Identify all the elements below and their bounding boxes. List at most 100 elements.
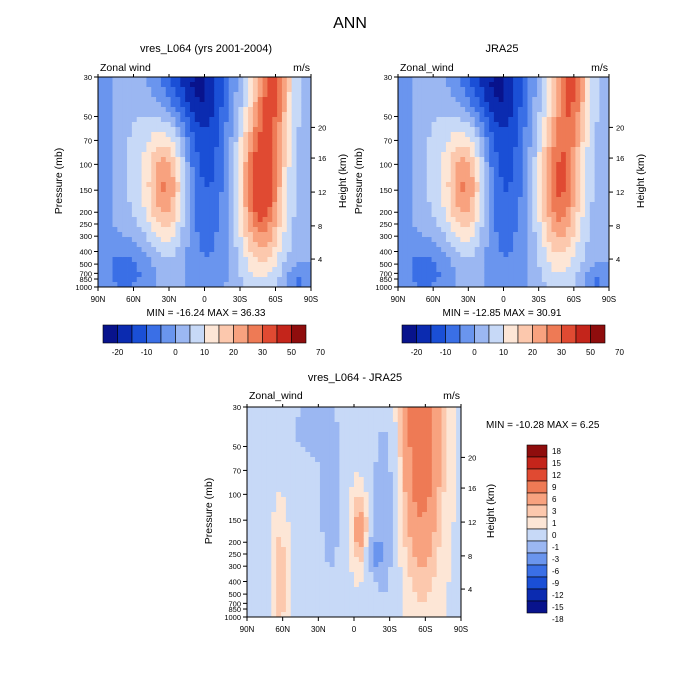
- contour-cell: [489, 167, 495, 173]
- contour-cell: [286, 87, 293, 93]
- contour-cell: [561, 277, 567, 283]
- contour-cell: [363, 472, 369, 478]
- contour-cell: [281, 547, 287, 553]
- contour-cell: [589, 122, 596, 128]
- contour-cell: [585, 262, 591, 268]
- contour-cell: [493, 132, 500, 138]
- contour-cell: [180, 77, 186, 83]
- contour-cell: [373, 467, 379, 473]
- contour-cell: [160, 202, 167, 208]
- contour-cell: [551, 112, 557, 118]
- contour-cell: [256, 497, 262, 503]
- contour-cell: [219, 112, 225, 118]
- colorbar-swatch: [233, 324, 249, 344]
- contour-cell: [228, 107, 234, 113]
- contour-cell: [267, 277, 273, 283]
- contour-cell: [306, 122, 312, 128]
- contour-cell: [479, 197, 485, 203]
- contour-cell: [417, 132, 423, 138]
- contour-cell: [228, 242, 234, 248]
- contour-cell: [233, 132, 239, 138]
- contour-cell: [247, 537, 253, 543]
- contour-cell: [469, 192, 476, 198]
- contour-cell: [570, 182, 576, 188]
- contour-cell: [324, 432, 331, 438]
- contour-cell: [170, 202, 176, 208]
- contour-cell: [199, 242, 205, 248]
- contour-cell: [214, 122, 220, 128]
- contour-cell: [565, 82, 572, 88]
- contour-cell: [107, 277, 113, 283]
- contour-cell: [146, 102, 152, 108]
- contour-cell: [107, 132, 113, 138]
- contour-cell: [107, 222, 113, 228]
- contour-cell: [136, 207, 142, 213]
- contour-cell: [407, 102, 413, 108]
- contour-cell: [556, 277, 562, 283]
- contour-cell: [517, 157, 524, 163]
- contour-cell: [541, 207, 548, 213]
- contour-cell: [599, 77, 605, 83]
- contour-cell: [339, 502, 345, 508]
- contour-cell: [256, 577, 262, 583]
- contour-cell: [257, 132, 263, 138]
- contour-cell: [271, 462, 277, 468]
- contour-cell: [160, 197, 167, 203]
- contour-cell: [556, 142, 562, 148]
- contour-cell: [407, 272, 413, 278]
- contour-cell: [281, 472, 287, 478]
- contour-cell: [556, 87, 562, 93]
- contour-cell: [465, 132, 471, 138]
- contour-cell: [546, 142, 552, 148]
- contour-cell: [223, 272, 230, 278]
- contour-cell: [175, 177, 181, 183]
- contour-cell: [295, 582, 301, 588]
- contour-cell: [248, 162, 254, 168]
- contour-cell: [513, 92, 519, 98]
- contour-cell: [527, 87, 533, 93]
- contour-cell: [594, 187, 600, 193]
- contour-cell: [165, 77, 172, 83]
- contour-cell: [585, 92, 591, 98]
- contour-cell: [522, 177, 528, 183]
- contour-cell: [561, 102, 567, 108]
- contour-cell: [272, 92, 278, 98]
- contour-cell: [594, 242, 600, 248]
- panel-title: vres_L064 (yrs 2001-2004): [140, 43, 272, 55]
- contour-cell: [296, 117, 302, 123]
- contour-cell: [170, 92, 176, 98]
- contour-cell: [527, 202, 533, 208]
- contour-cell: [301, 77, 307, 83]
- contour-cell: [281, 447, 287, 453]
- contour-cell: [165, 182, 172, 188]
- contour-cell: [141, 267, 147, 273]
- contour-cell: [513, 187, 519, 193]
- contour-cell: [238, 237, 244, 243]
- contour-cell: [281, 482, 287, 488]
- contour-cell: [146, 167, 152, 173]
- contour-cell: [421, 92, 428, 98]
- contour-cell: [257, 212, 263, 218]
- contour-cell: [243, 87, 249, 93]
- colorbar-label: 70: [316, 348, 325, 357]
- contour-cell: [398, 232, 404, 238]
- contour-cell: [532, 187, 538, 193]
- contour-cell: [127, 187, 133, 193]
- contour-cell: [349, 472, 355, 478]
- contour-cell: [107, 272, 113, 278]
- contour-cell: [585, 152, 591, 158]
- contour-cell: [508, 107, 514, 113]
- contour-cell: [407, 247, 413, 253]
- contour-cell: [247, 447, 253, 453]
- contour-cell: [580, 217, 586, 223]
- contour-cell: [272, 242, 278, 248]
- contour-cell: [517, 207, 524, 213]
- contour-cell: [281, 132, 288, 138]
- contour-cell: [417, 267, 423, 273]
- contour-cell: [344, 522, 350, 528]
- contour-cell: [329, 557, 335, 563]
- contour-cell: [489, 102, 495, 108]
- contour-cell: [136, 267, 142, 273]
- contour-cell: [281, 112, 288, 118]
- contour-cell: [589, 272, 596, 278]
